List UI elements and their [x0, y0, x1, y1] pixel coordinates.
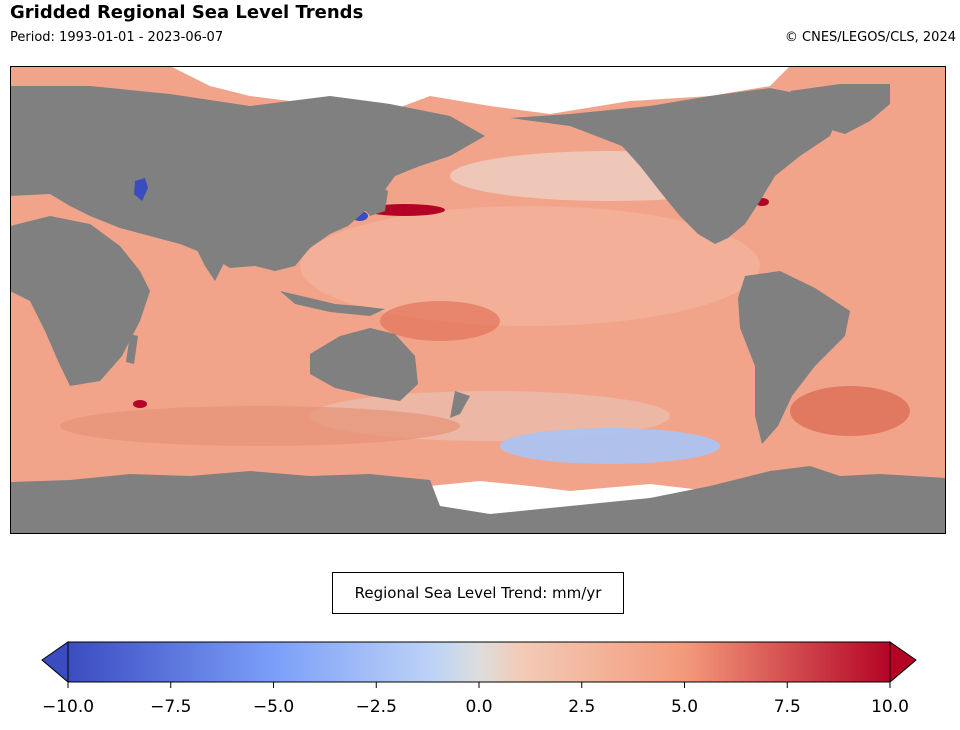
colorbar-tick-label: 2.5	[568, 697, 595, 717]
india	[195, 246, 230, 281]
colorbar-tick-label: 10.0	[871, 697, 909, 717]
legend-label: Regional Sea Level Trend: mm/yr	[354, 584, 602, 602]
colorbar-tick-label: −7.5	[150, 697, 191, 717]
africa	[10, 216, 150, 386]
sea-level-map	[10, 66, 946, 534]
colorbar-tick-label: 0.0	[465, 697, 492, 717]
antarctic-ice	[420, 466, 820, 521]
legend-box: Regional Sea Level Trend: mm/yr	[332, 572, 624, 614]
colorbar: −10.0 −7.5 −5.0 −2.5 0.0 2.5 5.0 7.5 10.0	[41, 641, 917, 717]
colorbar-tick-label: −10.0	[42, 697, 94, 717]
colorbar-extend-high	[889, 641, 917, 684]
colorbar-tick-label: −2.5	[356, 697, 397, 717]
period-label: Period: 1993-01-01 - 2023-06-07	[10, 30, 224, 45]
caspian	[134, 178, 148, 201]
credit-label: © CNES/LEGOS/CLS, 2024	[784, 30, 956, 45]
chart-title: Gridded Regional Sea Level Trends	[10, 2, 364, 23]
colorbar-extend-low	[41, 641, 69, 684]
colorbar-tick-label: 5.0	[671, 697, 698, 717]
japan	[362, 184, 388, 216]
indonesia	[280, 291, 385, 316]
colorbar-bar	[67, 641, 891, 683]
australia	[310, 328, 418, 401]
south-america	[738, 271, 850, 444]
north-america	[510, 88, 840, 244]
eurasia	[10, 86, 485, 271]
greenland	[790, 84, 890, 134]
new-zealand	[450, 391, 470, 418]
madagascar	[126, 334, 138, 364]
colorbar-tick-label: −5.0	[253, 697, 294, 717]
antarctica	[10, 466, 946, 534]
map-frame	[10, 66, 946, 534]
colorbar-tick-label: 7.5	[774, 697, 801, 717]
